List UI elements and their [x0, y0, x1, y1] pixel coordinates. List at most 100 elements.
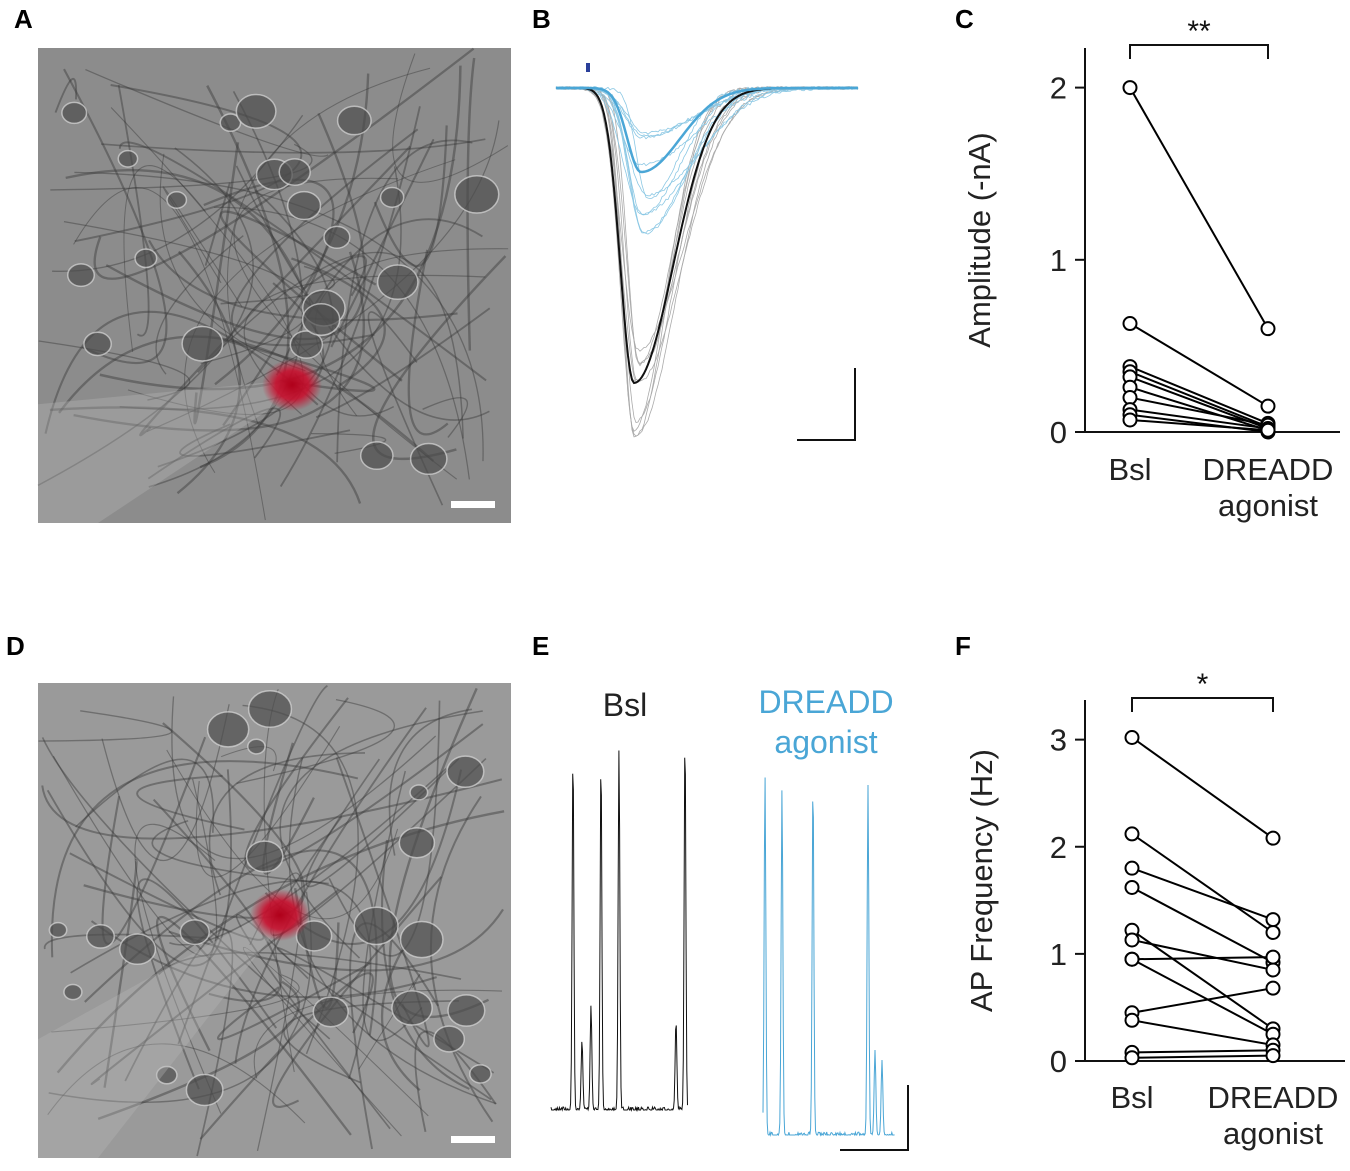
neurite: [279, 106, 421, 487]
neurite: [407, 249, 449, 436]
pair-line: [1131, 1054, 1274, 1059]
y-tick-label: 2: [1050, 830, 1067, 865]
panel-label: A: [14, 4, 33, 34]
neurite: [124, 928, 234, 1157]
cell-body: [289, 330, 324, 359]
neurite: [422, 397, 469, 438]
neurite: [193, 142, 240, 425]
neurite: [392, 53, 509, 183]
neurite: [197, 251, 464, 439]
pair-line: [1131, 833, 1274, 934]
neurite: [147, 407, 282, 480]
neurite: [52, 755, 218, 957]
scale-bar: [451, 501, 495, 508]
cell-body: [166, 190, 188, 209]
neurite: [380, 949, 421, 1092]
cell-body: [379, 186, 405, 208]
cell-body: [86, 923, 115, 949]
neurite: [302, 255, 367, 297]
data-point: [1122, 80, 1138, 96]
data-point: [1124, 879, 1140, 895]
neurite: [51, 974, 300, 1033]
cell-body: [391, 990, 433, 1026]
data-point: [1265, 924, 1281, 940]
neurite: [279, 710, 483, 959]
voltage-trace: [550, 750, 688, 1112]
data-point: [1122, 316, 1138, 332]
cell-body: [409, 784, 429, 801]
neurite: [152, 798, 282, 1003]
cell-body: [206, 711, 250, 748]
neurite: [37, 147, 254, 487]
x-tick-label: Bsl: [1108, 452, 1152, 487]
cell-body: [409, 442, 448, 476]
trace: [555, 86, 859, 352]
cell-body: [312, 996, 349, 1028]
data-point: [1124, 932, 1140, 948]
neurite: [65, 169, 305, 291]
significance-bracket: [1131, 697, 1274, 712]
neurite: [288, 758, 497, 1105]
data-point: [1124, 729, 1140, 745]
cell-body: [245, 840, 284, 873]
panel-label: E: [532, 631, 549, 661]
pair-line: [1129, 365, 1269, 425]
data-point: [1265, 1048, 1281, 1064]
cell-body: [117, 149, 139, 168]
pair-line: [1131, 938, 1274, 971]
cell-body: [247, 690, 293, 728]
neurite: [97, 980, 301, 1120]
neurite: [90, 889, 340, 1086]
trace: [555, 85, 859, 197]
data-point: [1260, 422, 1276, 438]
neurite: [204, 182, 231, 266]
trace-label: Bsl: [603, 687, 647, 723]
neurite: [158, 951, 462, 980]
cell-body: [247, 738, 266, 755]
neurite: [123, 165, 206, 353]
voltage-trace: [762, 777, 895, 1137]
neurite: [311, 432, 387, 455]
neurite: [315, 307, 491, 419]
cell-body: [433, 1025, 466, 1053]
cell-body: [301, 302, 341, 336]
data-point: [1124, 826, 1140, 842]
pair-line: [1131, 1019, 1274, 1046]
neurite: [41, 778, 503, 840]
neurite: [148, 239, 458, 322]
pair-line: [1131, 1049, 1274, 1054]
neurite: [38, 710, 173, 742]
data-point: [1124, 860, 1140, 876]
x-tick-label: Bsl: [1110, 1080, 1154, 1115]
neurite: [336, 139, 473, 463]
neurite: [253, 989, 503, 1079]
neurite: [49, 406, 362, 504]
data-point: [1260, 398, 1276, 414]
neurite: [276, 947, 495, 1101]
data-point: [1124, 951, 1140, 967]
neurite: [63, 68, 168, 364]
significance-label: **: [1187, 15, 1211, 48]
cell-body: [48, 921, 68, 939]
neurite: [103, 859, 138, 1088]
neurite: [157, 189, 334, 468]
neurite: [233, 177, 458, 480]
neurite: [176, 250, 242, 495]
data-point: [1265, 912, 1281, 928]
scale-bar: [451, 1136, 495, 1143]
x-tick-label: DREADD agonist: [1202, 452, 1334, 523]
cell-body: [399, 920, 444, 959]
data-point: [1265, 949, 1281, 965]
neurite: [362, 770, 423, 1041]
neurite: [63, 220, 312, 365]
labeled-neuron: [250, 889, 310, 941]
pair-line: [1131, 929, 1274, 1030]
neurite: [70, 880, 372, 1080]
significance-label: *: [1197, 668, 1209, 701]
cell-body: [181, 325, 224, 362]
neurite: [184, 159, 456, 474]
cell-body: [119, 933, 157, 966]
neurite: [134, 823, 222, 1114]
trace: [555, 86, 859, 383]
